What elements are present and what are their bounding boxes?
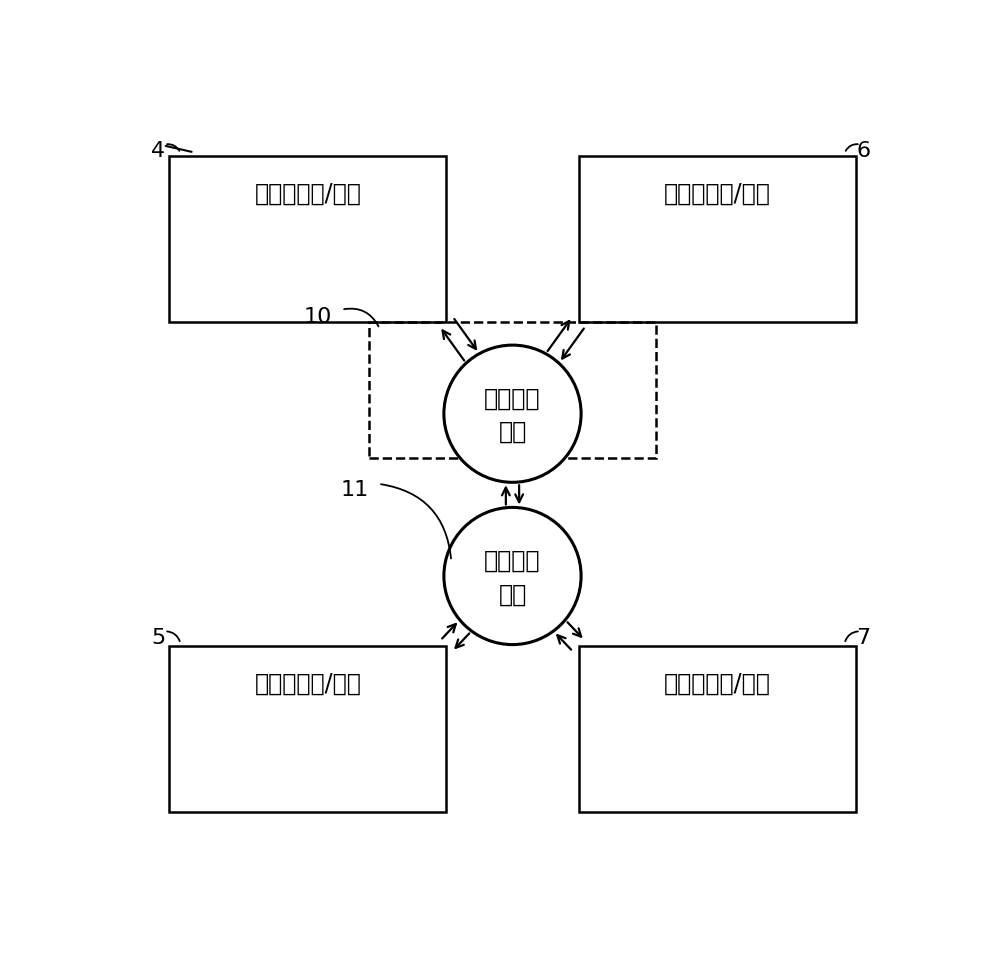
- Text: 事务数据源/目的: 事务数据源/目的: [254, 672, 361, 696]
- Text: 数据处理: 数据处理: [484, 549, 541, 573]
- Bar: [169, 155, 446, 322]
- Text: 5: 5: [151, 627, 165, 648]
- Bar: [369, 322, 656, 458]
- Bar: [579, 646, 856, 812]
- Text: 事务数据源/目的: 事务数据源/目的: [254, 181, 361, 205]
- Text: 7: 7: [856, 627, 870, 648]
- Text: 装置: 装置: [498, 421, 527, 445]
- Text: 11: 11: [340, 480, 369, 500]
- Text: 10: 10: [303, 307, 332, 327]
- Text: 事务数据源/目的: 事务数据源/目的: [664, 181, 771, 205]
- Bar: [169, 646, 446, 812]
- Circle shape: [444, 345, 581, 482]
- Bar: [579, 155, 856, 322]
- Circle shape: [444, 508, 581, 645]
- Text: 事务数据源/目的: 事务数据源/目的: [664, 672, 771, 696]
- Text: 数据处理: 数据处理: [484, 387, 541, 411]
- Text: 装置: 装置: [498, 582, 527, 606]
- Text: 6: 6: [856, 141, 870, 161]
- Text: 4: 4: [151, 141, 165, 161]
